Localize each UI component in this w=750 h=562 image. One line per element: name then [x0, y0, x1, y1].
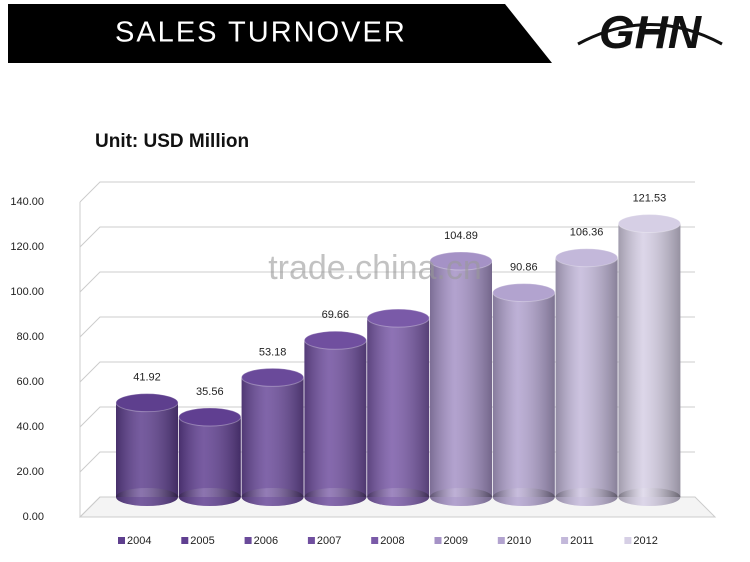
legend-swatch [371, 537, 379, 544]
bar-base-shade [430, 488, 492, 506]
bar-shade [555, 257, 618, 497]
bar-shade [618, 223, 681, 497]
bar-shade [178, 416, 241, 497]
legend-label: 2008 [380, 535, 404, 547]
bar-base-shade [492, 488, 555, 506]
legend-swatch [244, 537, 252, 544]
bar-top [429, 251, 493, 271]
watermark: trade.china.cn [268, 249, 482, 287]
bar-top [617, 214, 681, 234]
legend-label: 2010 [507, 535, 531, 547]
header-bar [8, 4, 552, 63]
legend-swatch [307, 537, 315, 544]
legend-swatch [434, 537, 442, 544]
bar-top [366, 308, 430, 328]
bar-shade [304, 340, 367, 497]
bar-shade [241, 377, 304, 497]
data-label: 35.56 [196, 386, 224, 398]
legend-swatch [624, 537, 632, 544]
grid-line [79, 271, 695, 293]
bar-shade [367, 318, 430, 497]
y-tick-label: 100.00 [10, 286, 44, 298]
bar-base-shade [241, 488, 304, 506]
legend-label: 2004 [127, 535, 151, 547]
legend-swatch [118, 537, 125, 544]
y-tick-label: 60.00 [16, 376, 44, 388]
legend-label: 2006 [254, 535, 278, 547]
y-tick-label: 40.00 [16, 421, 44, 433]
bar-base-shade [116, 488, 178, 506]
data-label: 90.86 [510, 261, 538, 273]
bar-shade [116, 402, 178, 497]
bar-base-shade [555, 488, 618, 506]
grid-line [79, 181, 695, 203]
legend-label: 2011 [570, 535, 594, 547]
y-tick-label: 80.00 [16, 331, 44, 343]
header-title: SALES TURNOVER [115, 17, 407, 49]
legend-label: 2007 [317, 535, 341, 547]
legend-swatch [561, 537, 569, 544]
bar-base-shade [367, 488, 430, 506]
legend-label: 2012 [633, 535, 657, 547]
y-tick-label: 140.00 [10, 196, 44, 208]
chart-subtitle: Unit: USD Million [95, 131, 249, 152]
bar-base-shade [178, 488, 241, 506]
bar-top [178, 407, 242, 427]
legend-label: 2009 [444, 535, 468, 547]
bar-top [115, 393, 179, 413]
data-label: 106.36 [570, 227, 604, 239]
legend-swatch [497, 537, 505, 544]
bar-top [555, 248, 619, 268]
y-tick-label: 20.00 [16, 466, 44, 478]
y-tick-label: 120.00 [10, 241, 44, 253]
bar-top [303, 330, 367, 350]
data-label: 121.53 [633, 192, 667, 204]
bar-base-shade [618, 488, 681, 506]
logo: GHN [599, 6, 702, 58]
bar-shade [492, 292, 555, 497]
legend-swatch [181, 537, 189, 544]
bar-top [492, 283, 556, 303]
data-label: 41.92 [133, 372, 161, 384]
logo-swoosh [577, 23, 723, 46]
data-label: 104.89 [444, 230, 478, 242]
bar-shade [430, 260, 492, 497]
bar-top [241, 367, 305, 387]
data-label: 69.66 [322, 309, 350, 321]
grid-line [79, 226, 695, 248]
data-label: 53.18 [259, 346, 287, 358]
y-tick-label: 0.00 [23, 511, 44, 523]
legend-label: 2005 [190, 535, 214, 547]
bar-base-shade [304, 488, 367, 506]
